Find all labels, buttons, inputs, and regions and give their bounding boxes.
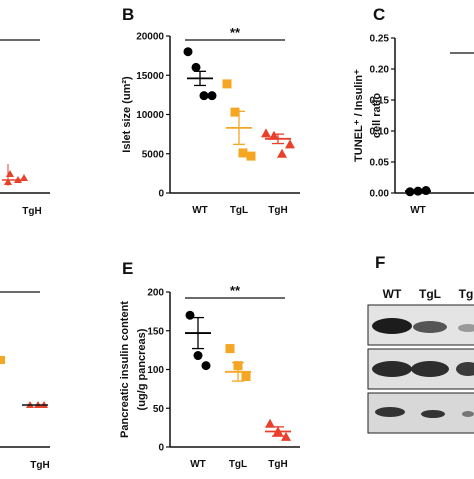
point: [238, 148, 248, 158]
y-tick-label: 50: [153, 404, 165, 415]
significance: **: [230, 25, 241, 40]
point: [241, 371, 251, 381]
y-axis-label: (ug/g pancreas): [136, 328, 148, 410]
y-tick-label: 100: [147, 365, 164, 376]
x-tick-label: TgL: [230, 205, 248, 216]
point: [265, 418, 275, 428]
y-axis-label: Islet size (um²): [121, 76, 133, 153]
y-tick-label: 10000: [136, 110, 164, 121]
lane-label: WT: [383, 287, 402, 301]
x-tick-label: TgL: [229, 459, 247, 470]
point: [183, 47, 193, 57]
y-axis-label: TUNEL⁺ / Insulin⁺: [353, 69, 365, 162]
point: [201, 361, 211, 371]
y-axis-label: Pancreatic insulin content: [119, 301, 131, 438]
y-tick-label: 0.20: [370, 65, 390, 76]
point: [225, 344, 235, 354]
point: [261, 128, 271, 138]
point: [281, 431, 291, 441]
x-tick-label: TgH: [22, 206, 41, 217]
x-tick-label: WT: [192, 205, 208, 216]
y-tick-label: 0.00: [370, 189, 390, 200]
point: [222, 79, 232, 89]
panel-letter: C: [373, 5, 385, 24]
point: [277, 148, 287, 158]
point: [269, 130, 279, 140]
x-tick-label: TgH: [30, 460, 49, 471]
y-tick-label: 20000: [136, 32, 164, 43]
y-tick-label: 5000: [142, 149, 165, 160]
y-tick-label: 0: [158, 443, 164, 454]
y-tick-label: 200: [147, 288, 164, 299]
x-tick-label: WT: [190, 459, 206, 470]
point: [207, 91, 217, 101]
blot: [367, 304, 474, 434]
y-tick-label: 0: [158, 189, 164, 200]
panel-letter: E: [122, 259, 133, 278]
y-axis-label: cell ratio: [371, 93, 383, 139]
y-tick-label: 0.15: [370, 96, 390, 107]
x-tick-label: TgH: [268, 459, 287, 470]
point: [191, 62, 201, 72]
significance: **: [230, 283, 241, 298]
point: [246, 151, 256, 161]
y-tick-label: 15000: [136, 71, 164, 82]
point: [230, 107, 240, 117]
point: [185, 310, 195, 320]
y-tick-label: 0.25: [370, 34, 390, 45]
panel-letter: F: [375, 253, 385, 272]
lane-label: Tg: [459, 287, 474, 301]
panel-letter: B: [122, 5, 134, 24]
lane-label: TgL: [419, 287, 441, 301]
y-tick-label: 0.10: [370, 127, 390, 138]
point: [193, 351, 203, 361]
point: [285, 139, 295, 149]
y-tick-label: 150: [147, 326, 164, 337]
y-tick-label: 0.05: [370, 158, 390, 169]
x-tick-label: TgH: [268, 205, 287, 216]
point: [199, 91, 209, 101]
x-tick-label: WT: [410, 205, 426, 216]
partial-point: [0, 356, 5, 364]
